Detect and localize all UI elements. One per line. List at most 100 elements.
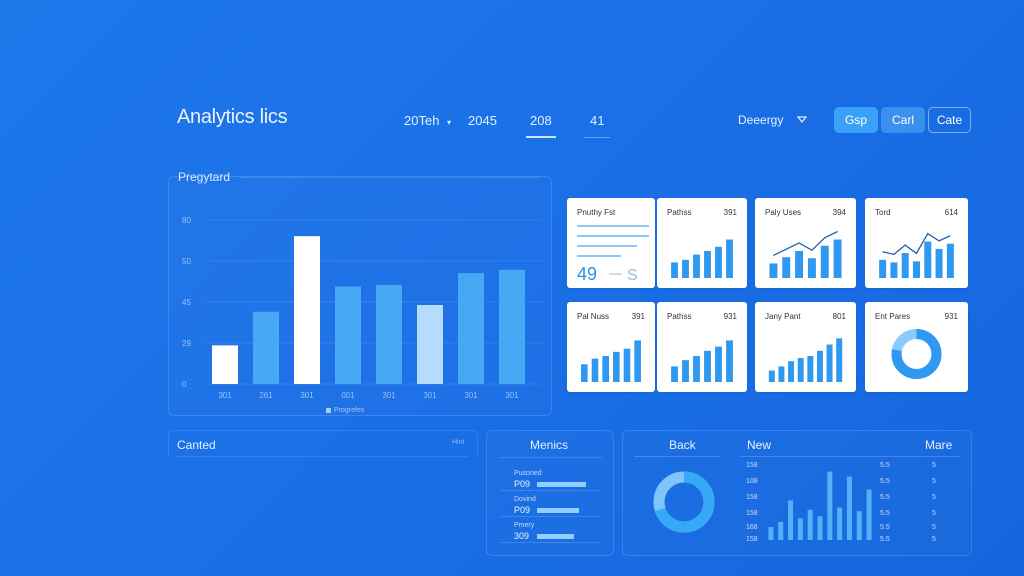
y-tick-label: 158 bbox=[746, 462, 758, 469]
bar bbox=[768, 527, 774, 540]
y-tick-label: 168 bbox=[746, 524, 758, 531]
main-section-label: Pregytard bbox=[178, 170, 231, 184]
x-tick-label: 001 bbox=[341, 391, 355, 400]
y-tick-label: 5 bbox=[932, 510, 936, 517]
category-select[interactable]: Deeergy bbox=[738, 113, 808, 127]
y-tick-label: 0 bbox=[182, 380, 187, 389]
tab-label: 41 bbox=[590, 113, 605, 128]
tab-period-3[interactable]: 208 bbox=[526, 113, 556, 138]
card-value: 801 bbox=[832, 312, 846, 321]
y-tick-label: 158 bbox=[746, 536, 758, 543]
bar bbox=[913, 261, 920, 278]
stat-card[interactable]: Pathss 391 bbox=[657, 198, 747, 288]
card-title: Paly Uses bbox=[765, 208, 802, 217]
stat-card[interactable]: Pathss 931 bbox=[657, 302, 747, 392]
stat-card[interactable]: Pal Nuss 391 bbox=[567, 302, 655, 392]
stat-card[interactable]: Pnuthy Fst 49 S bbox=[567, 198, 655, 288]
bar bbox=[807, 356, 814, 382]
x-tick-label: 301 bbox=[300, 391, 314, 400]
card-title: Pathss bbox=[667, 312, 692, 321]
metric-label: Pusoned bbox=[514, 470, 542, 477]
y-tick-label: 5 bbox=[932, 462, 936, 469]
bar bbox=[797, 358, 804, 382]
stat-card[interactable]: Paly Uses 394 bbox=[755, 198, 856, 288]
bar bbox=[704, 350, 711, 382]
x-tick-label: 301 bbox=[505, 391, 519, 400]
tab-label: 20Teh bbox=[404, 113, 440, 128]
tab-label: 208 bbox=[530, 113, 552, 128]
bar bbox=[924, 241, 932, 278]
y-tick-label: 108 bbox=[746, 478, 758, 485]
bar bbox=[671, 366, 678, 382]
y-tick-label: 5.5 bbox=[880, 536, 890, 543]
primary-button[interactable]: Gsp bbox=[834, 107, 878, 133]
bar bbox=[788, 500, 794, 540]
metrics-panel bbox=[486, 430, 614, 556]
tab-period-1[interactable]: 20Teh ▾ bbox=[404, 113, 451, 128]
secondary-button[interactable]: Carl bbox=[881, 107, 925, 133]
canted-meta: Hint bbox=[452, 439, 465, 446]
stat-card[interactable]: Jany Pant 801 bbox=[755, 302, 856, 392]
legend-swatch bbox=[326, 408, 331, 413]
bar bbox=[827, 471, 833, 540]
page-title: Analytics lics bbox=[177, 106, 288, 128]
analytics-panel bbox=[622, 430, 972, 556]
outline-button[interactable]: Cate bbox=[928, 107, 971, 133]
bar bbox=[613, 351, 620, 382]
bar bbox=[879, 259, 887, 278]
metric-value: 309 bbox=[514, 531, 530, 541]
card-chart bbox=[581, 340, 641, 382]
metric-bar bbox=[537, 482, 586, 487]
bar bbox=[778, 366, 785, 382]
bar bbox=[866, 489, 872, 540]
bar bbox=[704, 250, 711, 278]
y-tick-label: 5.5 bbox=[880, 510, 890, 517]
metric-bar bbox=[537, 534, 574, 539]
x-tick-label: 301 bbox=[464, 391, 478, 400]
bar bbox=[795, 250, 804, 278]
card-value: 391 bbox=[631, 312, 645, 321]
x-tick-label: 301 bbox=[382, 391, 396, 400]
bar bbox=[846, 476, 852, 540]
y-tick-label: 158 bbox=[746, 510, 758, 517]
stat-card[interactable]: Tord 614 bbox=[865, 198, 968, 288]
card-chart bbox=[768, 338, 843, 382]
card-suffix: S bbox=[627, 267, 638, 284]
stat-card[interactable]: Ent Pares 931 bbox=[865, 302, 968, 392]
tab-label: 2045 bbox=[468, 113, 497, 128]
bar bbox=[715, 346, 722, 382]
bar bbox=[807, 509, 813, 540]
tab-period-4[interactable]: 41 bbox=[583, 113, 612, 138]
bar bbox=[212, 345, 238, 384]
bar bbox=[782, 257, 791, 278]
main-chart-panel bbox=[168, 176, 552, 416]
card-value: 391 bbox=[723, 208, 737, 217]
x-tick-label: 301 bbox=[423, 391, 437, 400]
bar bbox=[901, 253, 909, 278]
bar bbox=[816, 350, 823, 382]
bar bbox=[935, 248, 943, 278]
mare-label: Mare bbox=[925, 438, 953, 452]
y-tick-label: 5 bbox=[932, 478, 936, 485]
legend-label: Progrefes bbox=[334, 407, 365, 414]
divider bbox=[500, 490, 600, 491]
canted-panel bbox=[168, 430, 478, 455]
bar bbox=[797, 518, 803, 540]
bar bbox=[253, 311, 279, 384]
card-title: Ent Pares bbox=[875, 312, 911, 321]
bar bbox=[778, 522, 784, 540]
bar bbox=[726, 239, 733, 278]
donut-arc bbox=[653, 471, 715, 533]
chevron-down-icon bbox=[797, 116, 808, 123]
card-title: Pnuthy Fst bbox=[577, 208, 616, 217]
bar bbox=[376, 284, 402, 384]
bar bbox=[836, 338, 843, 382]
y-tick-label: 80 bbox=[182, 216, 191, 225]
tab-period-2[interactable]: 2045 bbox=[468, 113, 497, 128]
trend-line bbox=[882, 232, 951, 256]
divider bbox=[500, 542, 600, 543]
bar bbox=[768, 370, 775, 382]
divider bbox=[740, 456, 960, 457]
bar bbox=[294, 236, 320, 384]
chevron-down-icon: ▾ bbox=[447, 118, 452, 127]
